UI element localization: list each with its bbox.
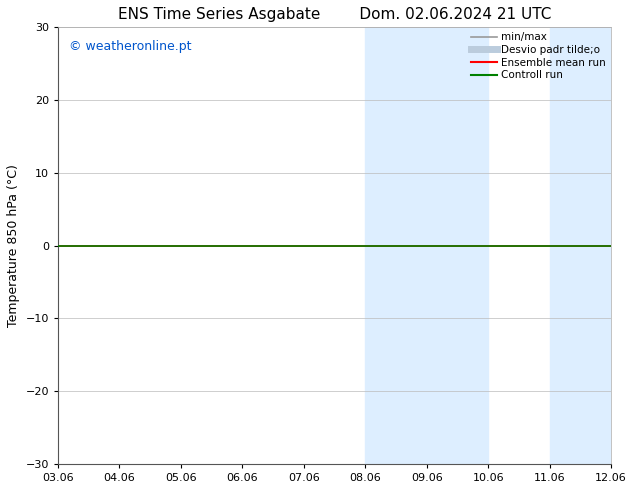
Legend: min/max, Desvio padr tilde;o, Ensemble mean run, Controll run: min/max, Desvio padr tilde;o, Ensemble m… — [469, 30, 608, 82]
Y-axis label: Temperature 850 hPa (°C): Temperature 850 hPa (°C) — [7, 164, 20, 327]
Title: ENS Time Series Asgabate        Dom. 02.06.2024 21 UTC: ENS Time Series Asgabate Dom. 02.06.2024… — [118, 7, 552, 22]
Bar — [550, 27, 611, 464]
Bar — [365, 27, 488, 464]
Text: © weatheronline.pt: © weatheronline.pt — [69, 40, 191, 53]
